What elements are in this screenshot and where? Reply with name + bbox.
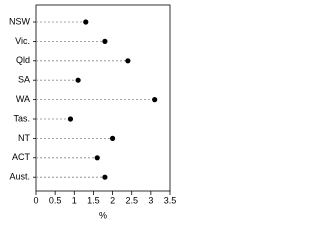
- y-tick-label: Aust.: [9, 172, 30, 182]
- dot: [83, 19, 89, 25]
- y-tick-label: Vic.: [15, 36, 30, 46]
- dot: [94, 155, 100, 161]
- x-tick-label: 2.5: [125, 195, 138, 205]
- y-tick-label: NSW: [9, 16, 31, 26]
- x-tick-label: 0: [33, 195, 38, 205]
- y-tick-label: NT: [18, 133, 30, 143]
- x-tick-label: 3: [148, 195, 153, 205]
- x-tick-label: 3.5: [164, 195, 177, 205]
- dot: [67, 116, 74, 122]
- y-tick-label: Tas.: [13, 113, 30, 123]
- dot: [102, 174, 108, 180]
- dot: [109, 135, 116, 141]
- x-tick-label: 1: [72, 195, 77, 205]
- y-tick-label: SA: [18, 75, 30, 85]
- dot: [125, 58, 131, 64]
- y-tick-label: ACT: [12, 152, 31, 162]
- dot: [152, 97, 158, 103]
- y-tick-label: WA: [16, 94, 30, 104]
- x-tick-label: 1.5: [87, 195, 100, 205]
- x-tick-label: 0.5: [49, 195, 62, 205]
- x-tick-label: 2: [110, 195, 115, 205]
- y-tick-label: Qld: [16, 55, 30, 65]
- plot-frame: [35, 4, 171, 192]
- page: % 0 0.5 1 1.5 2 2.5 3 3.5 NSW Vic. Qld SA WA Tas. NT AC…: [9, 4, 177, 221]
- dot: [102, 38, 108, 45]
- x-axis-label: %: [99, 210, 107, 220]
- dot: [75, 77, 81, 83]
- chart: % 0 0.5 1 1.5 2 2.5 3 3.5 NSW Vic. Qld SA WA Tas. NT AC…: [9, 4, 177, 220]
